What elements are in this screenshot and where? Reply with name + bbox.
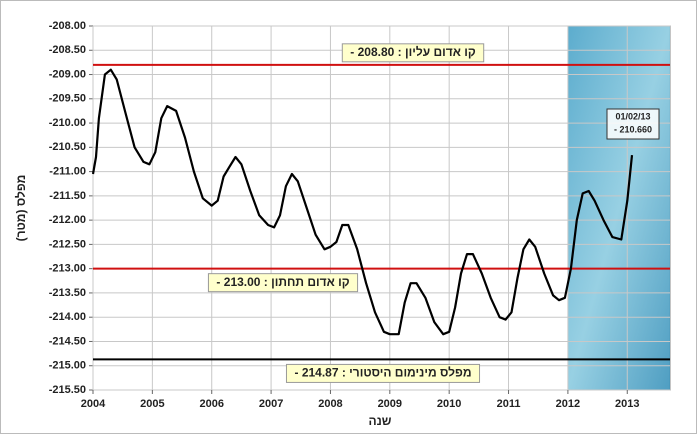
x-tick-label: 2008	[318, 398, 342, 410]
y-tick-label: -212.50	[49, 238, 86, 250]
x-tick-label: 2011	[497, 398, 521, 410]
reference-label: מפלס מינימום היסטורי : 214.87 -	[294, 366, 471, 380]
x-tick-label: 2010	[437, 398, 461, 410]
y-tick-label: -208.50	[49, 44, 86, 56]
highlight-region	[568, 26, 670, 390]
y-tick-label: -213.50	[49, 287, 86, 299]
x-tick-label: 2005	[140, 398, 164, 410]
y-tick-label: -215.00	[49, 360, 86, 372]
y-tick-label: -212.00	[49, 214, 86, 226]
x-tick-label: 2009	[378, 398, 402, 410]
annotation-text: - 210.660	[614, 124, 652, 134]
x-tick-label: 2006	[199, 398, 223, 410]
y-tick-label: -208.00	[49, 20, 86, 32]
reference-label: קו אדום תחתון : 213.00 -	[216, 275, 349, 289]
chart: מפלס (מטר) שנה -215.50 -215.00 -214.50 -214…	[0, 0, 697, 434]
y-tick-label: -214.00	[49, 311, 86, 323]
y-tick-label: -213.00	[49, 263, 86, 275]
y-tick-label: -211.50	[49, 190, 86, 202]
y-tick-label: -210.00	[49, 117, 86, 129]
x-tick-label: 2012	[556, 398, 580, 410]
reference-label: קו אדום עליון : 208.80 -	[350, 45, 476, 59]
y-tick-label: -214.50	[49, 335, 86, 347]
x-tick-label: 2013	[615, 398, 639, 410]
y-tick-label: -211.00	[49, 166, 86, 178]
y-axis-label: מפלס (מטר)	[14, 175, 28, 242]
annotation-text: 01/02/13	[615, 111, 650, 121]
x-tick-label: 2007	[259, 398, 283, 410]
y-tick-label: -209.50	[49, 93, 86, 105]
y-tick-label: -209.00	[49, 68, 86, 80]
y-tick-label: -215.50	[49, 384, 86, 396]
x-axis-label: שנה	[369, 414, 392, 428]
y-tick-label: -210.50	[49, 141, 86, 153]
x-tick-label: 2004	[81, 398, 106, 410]
